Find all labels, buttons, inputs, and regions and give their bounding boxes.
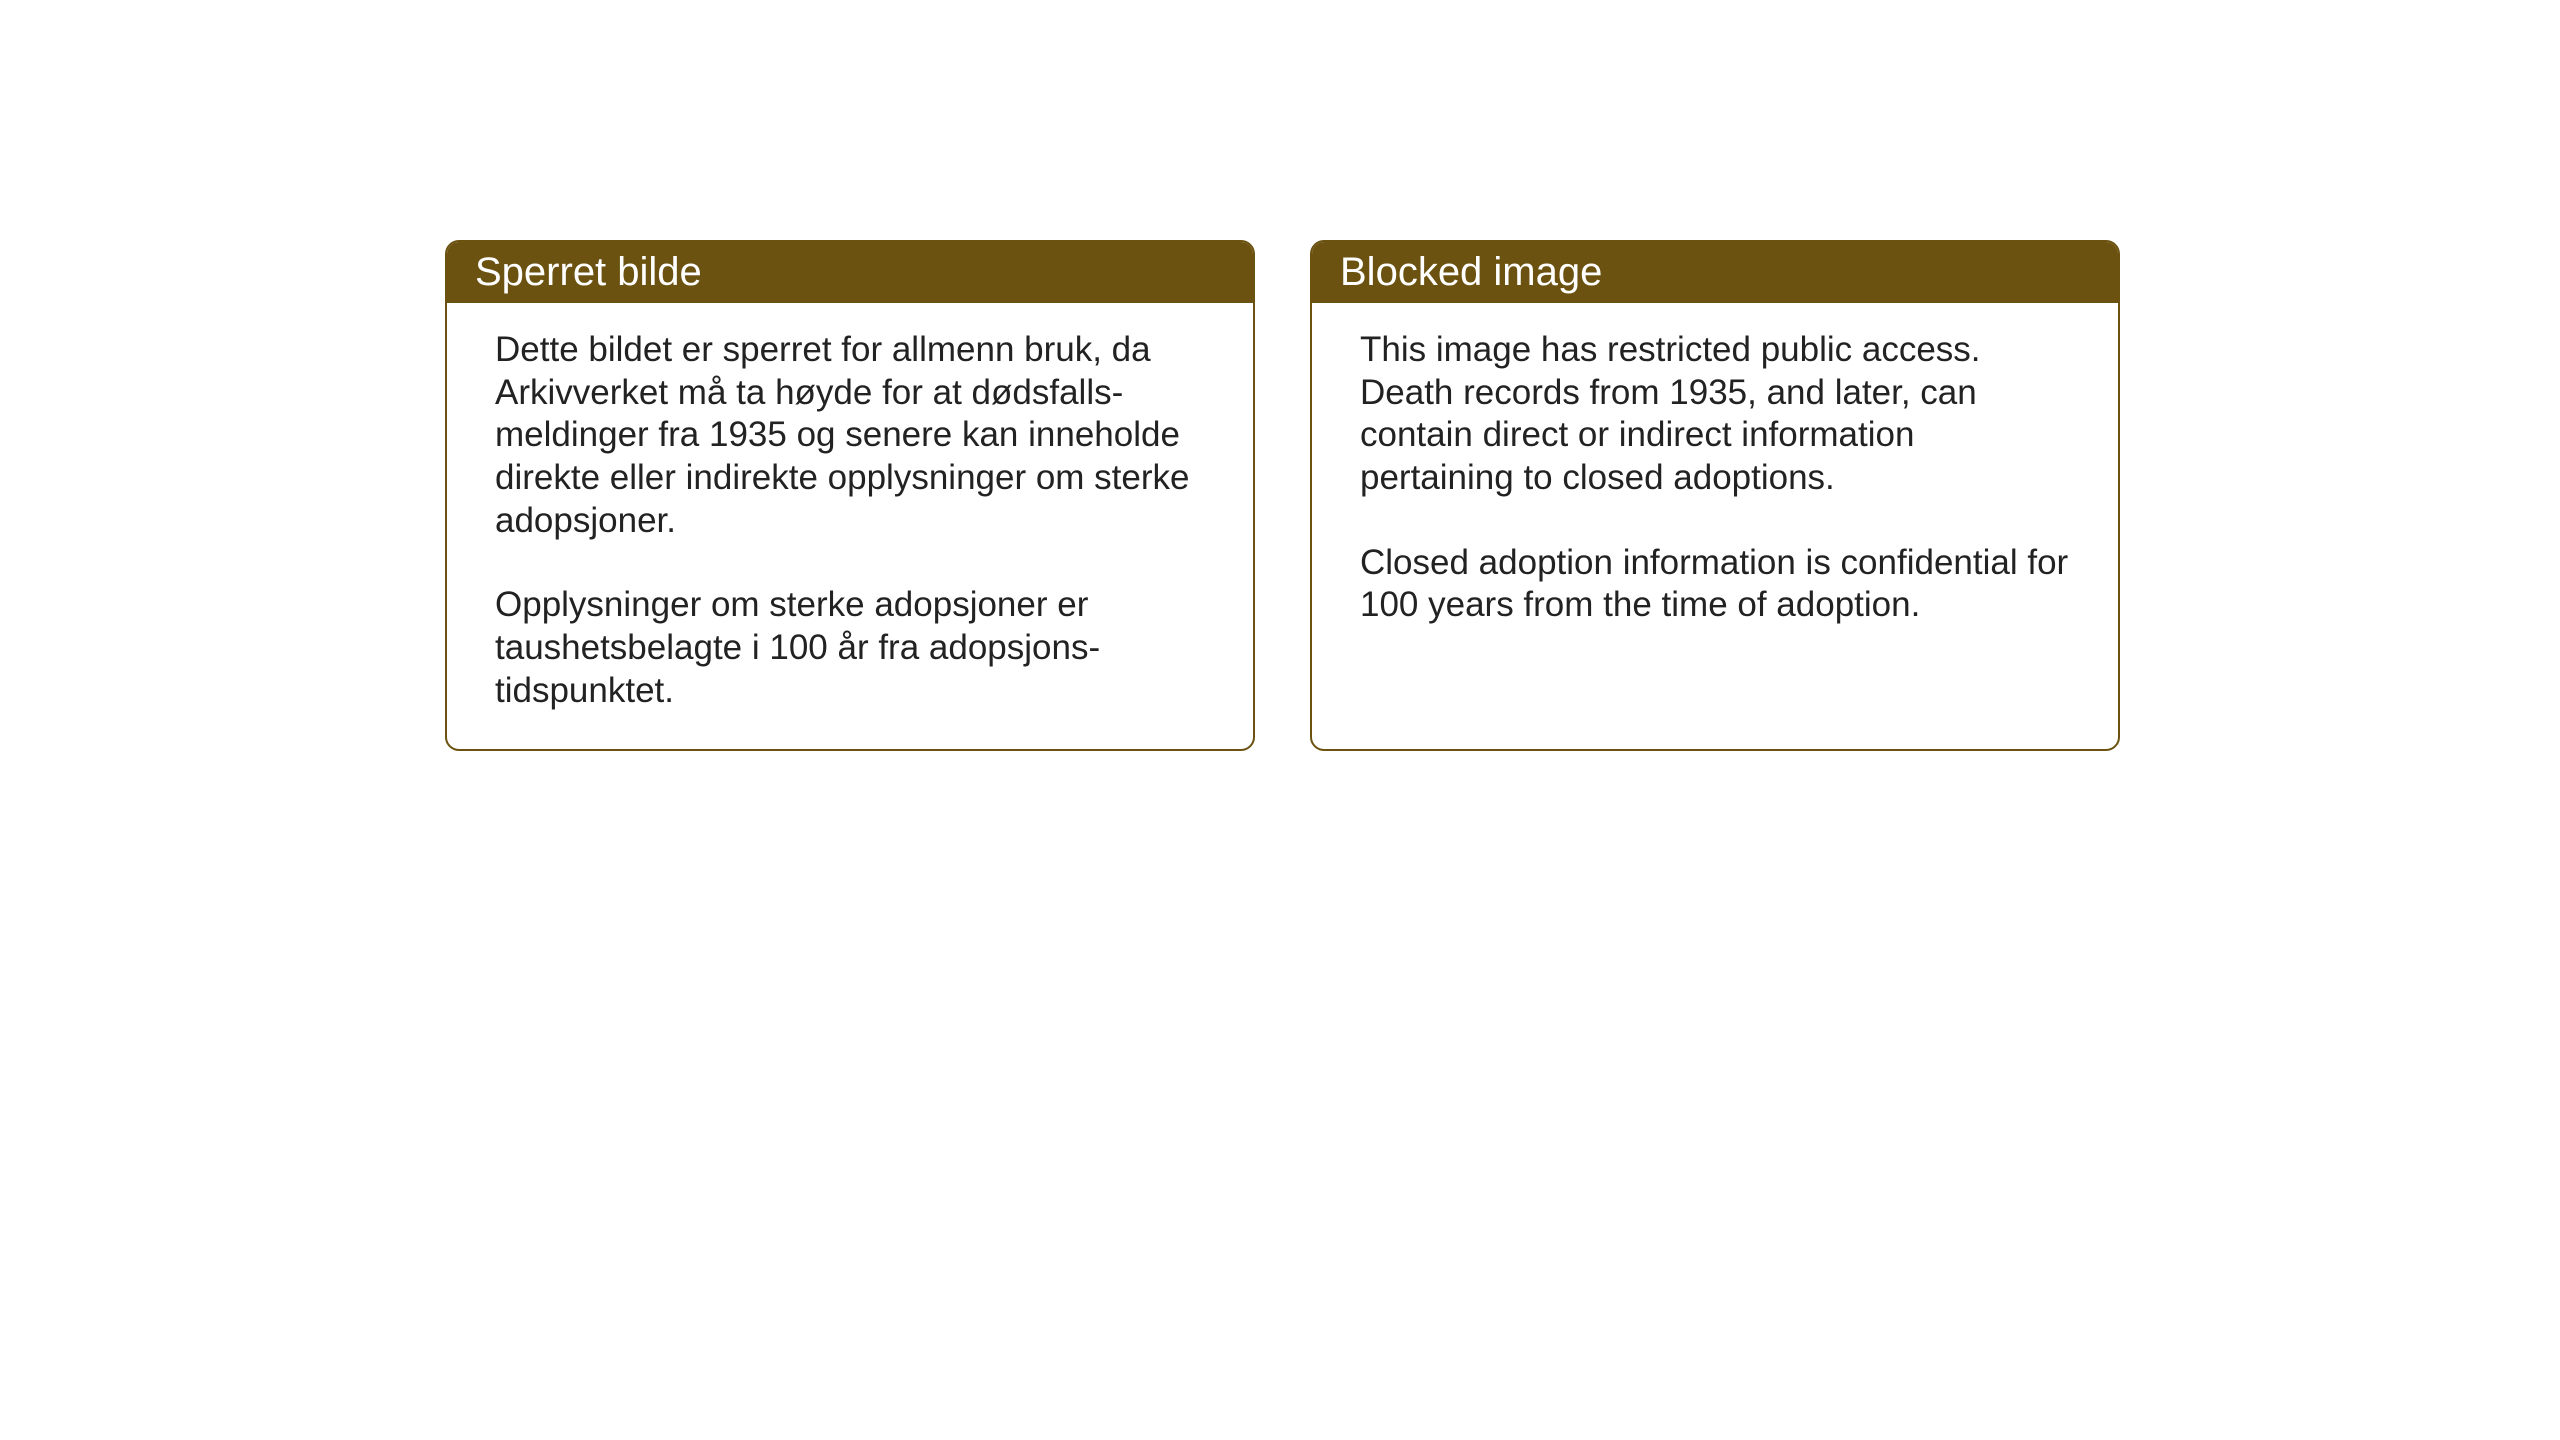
notice-paragraph-1-norwegian: Dette bildet er sperret for allmenn bruk…	[495, 329, 1205, 542]
notice-body-norwegian: Dette bildet er sperret for allmenn bruk…	[447, 303, 1253, 749]
notice-box-norwegian: Sperret bilde Dette bildet er sperret fo…	[445, 240, 1255, 751]
notice-title-english: Blocked image	[1340, 250, 1602, 294]
notice-body-english: This image has restricted public access.…	[1312, 303, 2118, 663]
notice-title-norwegian: Sperret bilde	[475, 250, 702, 294]
notice-header-english: Blocked image	[1312, 242, 2118, 303]
notice-paragraph-2-norwegian: Opplysninger om sterke adopsjoner er tau…	[495, 584, 1205, 712]
notice-container: Sperret bilde Dette bildet er sperret fo…	[445, 240, 2120, 751]
notice-box-english: Blocked image This image has restricted …	[1310, 240, 2120, 751]
notice-header-norwegian: Sperret bilde	[447, 242, 1253, 303]
notice-paragraph-2-english: Closed adoption information is confident…	[1360, 542, 2070, 627]
notice-paragraph-1-english: This image has restricted public access.…	[1360, 329, 2070, 500]
